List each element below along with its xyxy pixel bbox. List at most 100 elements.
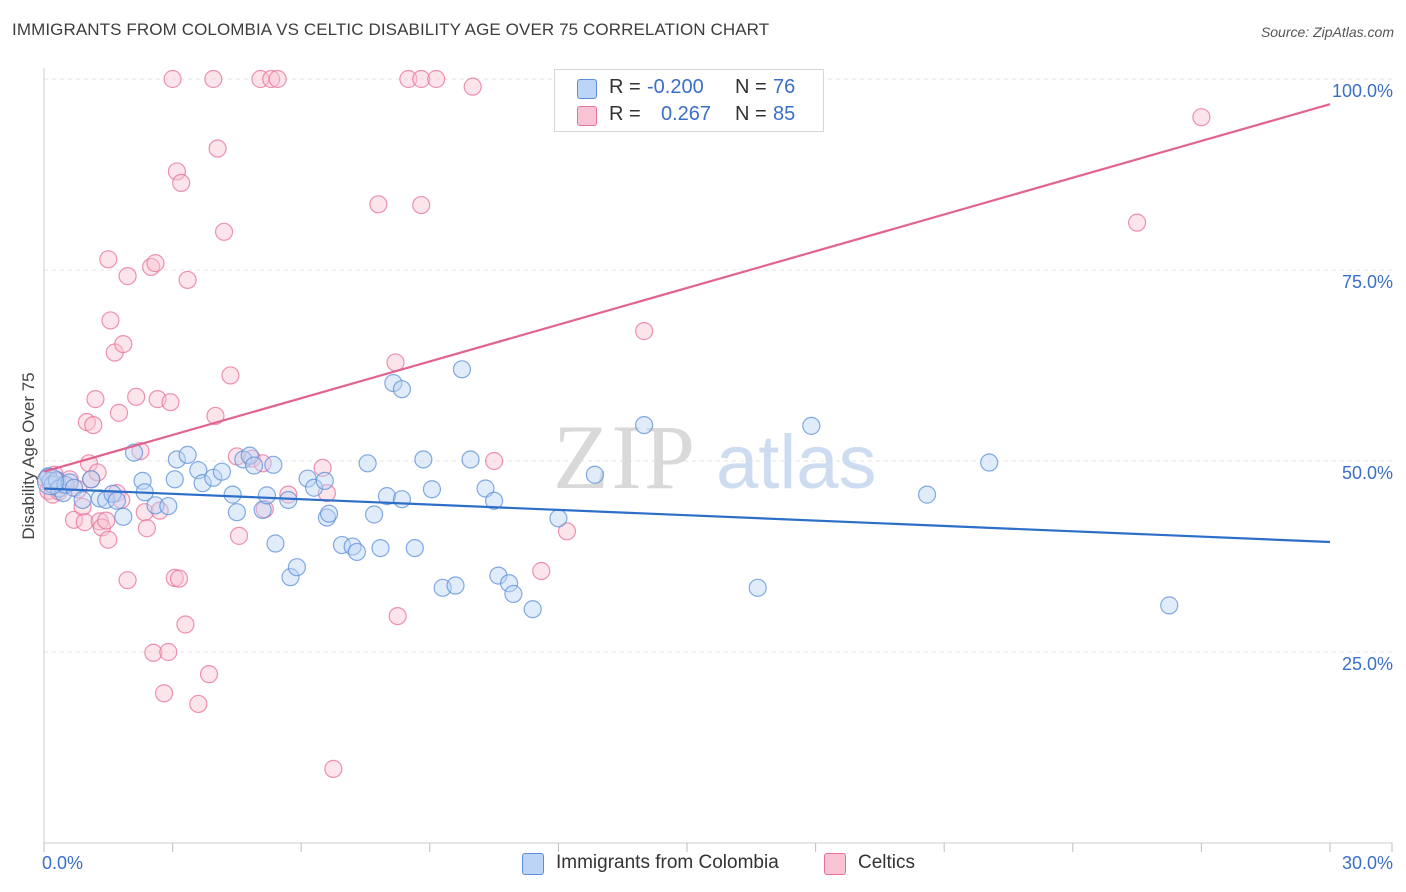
celtics-point <box>169 569 189 588</box>
colombia-point <box>82 470 101 489</box>
colombia-point <box>165 470 184 489</box>
celtics-point <box>214 222 234 241</box>
celtics-point <box>146 254 165 273</box>
colombia-point <box>364 505 384 524</box>
colombia-point <box>107 491 126 510</box>
legend-r-value: -0.200 <box>647 76 704 98</box>
celtics-point <box>427 69 446 89</box>
colombia-point <box>748 578 767 597</box>
celtics-point <box>88 463 107 482</box>
celtics-point <box>167 162 186 181</box>
celtics-point <box>206 406 225 426</box>
legend-n-value: 85 <box>773 103 796 125</box>
colombia-point <box>253 500 272 519</box>
source-label: Source: ZipAtlas.com <box>1260 24 1394 40</box>
legend-n-label: N = <box>735 103 767 125</box>
chart-title: IMMIGRANTS FROM COLOMBIA VS CELTIC DISAB… <box>12 20 770 39</box>
watermark: ZIP atlas <box>553 406 877 508</box>
colombia-point <box>146 496 165 515</box>
celtics-point <box>208 139 227 158</box>
celtics-point <box>163 69 182 89</box>
celtics-point <box>178 270 197 290</box>
colombia-point <box>392 490 412 509</box>
colombia-point <box>405 538 424 558</box>
colombia-point <box>178 445 197 464</box>
celtics-point <box>154 684 174 703</box>
watermark-atlas: atlas <box>716 420 877 505</box>
x-tick-label: 30.0% <box>1342 853 1393 873</box>
legend-r-label: R = <box>609 103 641 125</box>
watermark-zip: ZIP <box>553 406 697 508</box>
colombia-point <box>504 584 523 604</box>
celtics-point <box>386 353 405 372</box>
bottom-legend-label: Immigrants from Colombia <box>556 852 779 873</box>
celtics-point <box>135 503 154 522</box>
colombia-point <box>257 486 277 505</box>
celtics-point <box>324 759 343 778</box>
legend-swatch-pink <box>577 106 597 126</box>
colombia-point <box>980 453 999 472</box>
celtics-trend-line <box>43 103 1331 473</box>
colombia-point <box>500 574 519 593</box>
celtics-point <box>144 643 163 662</box>
celtics-point <box>172 173 191 193</box>
celtics-point <box>86 390 105 409</box>
celtics-point <box>118 267 137 286</box>
colombia-point <box>281 568 300 587</box>
colombia-point <box>266 534 285 553</box>
celtics-point <box>399 69 418 89</box>
celtics-point <box>109 403 129 422</box>
colombia-point <box>315 471 334 490</box>
legend-n-label: N = <box>735 76 767 98</box>
colombia-point <box>371 538 390 558</box>
colombia-point <box>917 485 937 504</box>
celtics-point <box>204 69 223 89</box>
colombia-point <box>377 487 397 506</box>
celtics-point <box>221 366 240 385</box>
bottom-legend-label: Celtics <box>858 852 916 873</box>
colombia-point <box>392 380 412 399</box>
colombia-trend-line <box>43 487 1331 544</box>
celtics-point <box>99 530 118 549</box>
colombia-point <box>358 454 377 473</box>
colombia-point <box>414 450 433 469</box>
colombia-point <box>287 558 307 577</box>
celtics-point <box>268 69 287 89</box>
legend-swatch-blue <box>577 79 597 99</box>
y-tick-label: 75.0% <box>1342 272 1393 292</box>
celtics-point <box>99 250 118 269</box>
colombia-point <box>193 474 212 493</box>
celtics-point <box>532 561 551 581</box>
colombia-point <box>422 480 442 499</box>
celtics-points <box>37 69 1211 778</box>
colombia-point <box>240 446 259 465</box>
celtics-point <box>97 511 116 530</box>
celtics-point <box>114 335 133 354</box>
colombia-point <box>227 503 246 522</box>
colombia-point <box>124 443 144 462</box>
colombia-point <box>549 509 568 528</box>
colombia-point <box>114 507 133 526</box>
celtics-point <box>73 497 92 516</box>
celtics-point <box>101 311 120 330</box>
celtics-point <box>1192 108 1211 127</box>
y-axis-title: Disability Age Over 75 <box>19 372 38 539</box>
colombia-point <box>133 471 152 490</box>
colombia-point <box>223 485 242 504</box>
gridlines <box>44 78 1392 653</box>
celtics-point <box>485 451 504 471</box>
axes <box>43 68 1393 852</box>
celtics-point <box>388 606 407 626</box>
colombia-point <box>446 576 465 595</box>
y-tick-label: 25.0% <box>1342 654 1393 674</box>
colombia-point <box>347 542 367 562</box>
celtics-point <box>161 393 180 412</box>
y-tick-label: 50.0% <box>1342 463 1393 483</box>
celtics-point <box>159 642 178 662</box>
celtics-point <box>262 69 281 89</box>
celtics-point <box>84 415 103 435</box>
colombia-point-cluster <box>36 468 65 496</box>
celtics-point <box>127 387 146 406</box>
colombia-point <box>802 416 821 435</box>
